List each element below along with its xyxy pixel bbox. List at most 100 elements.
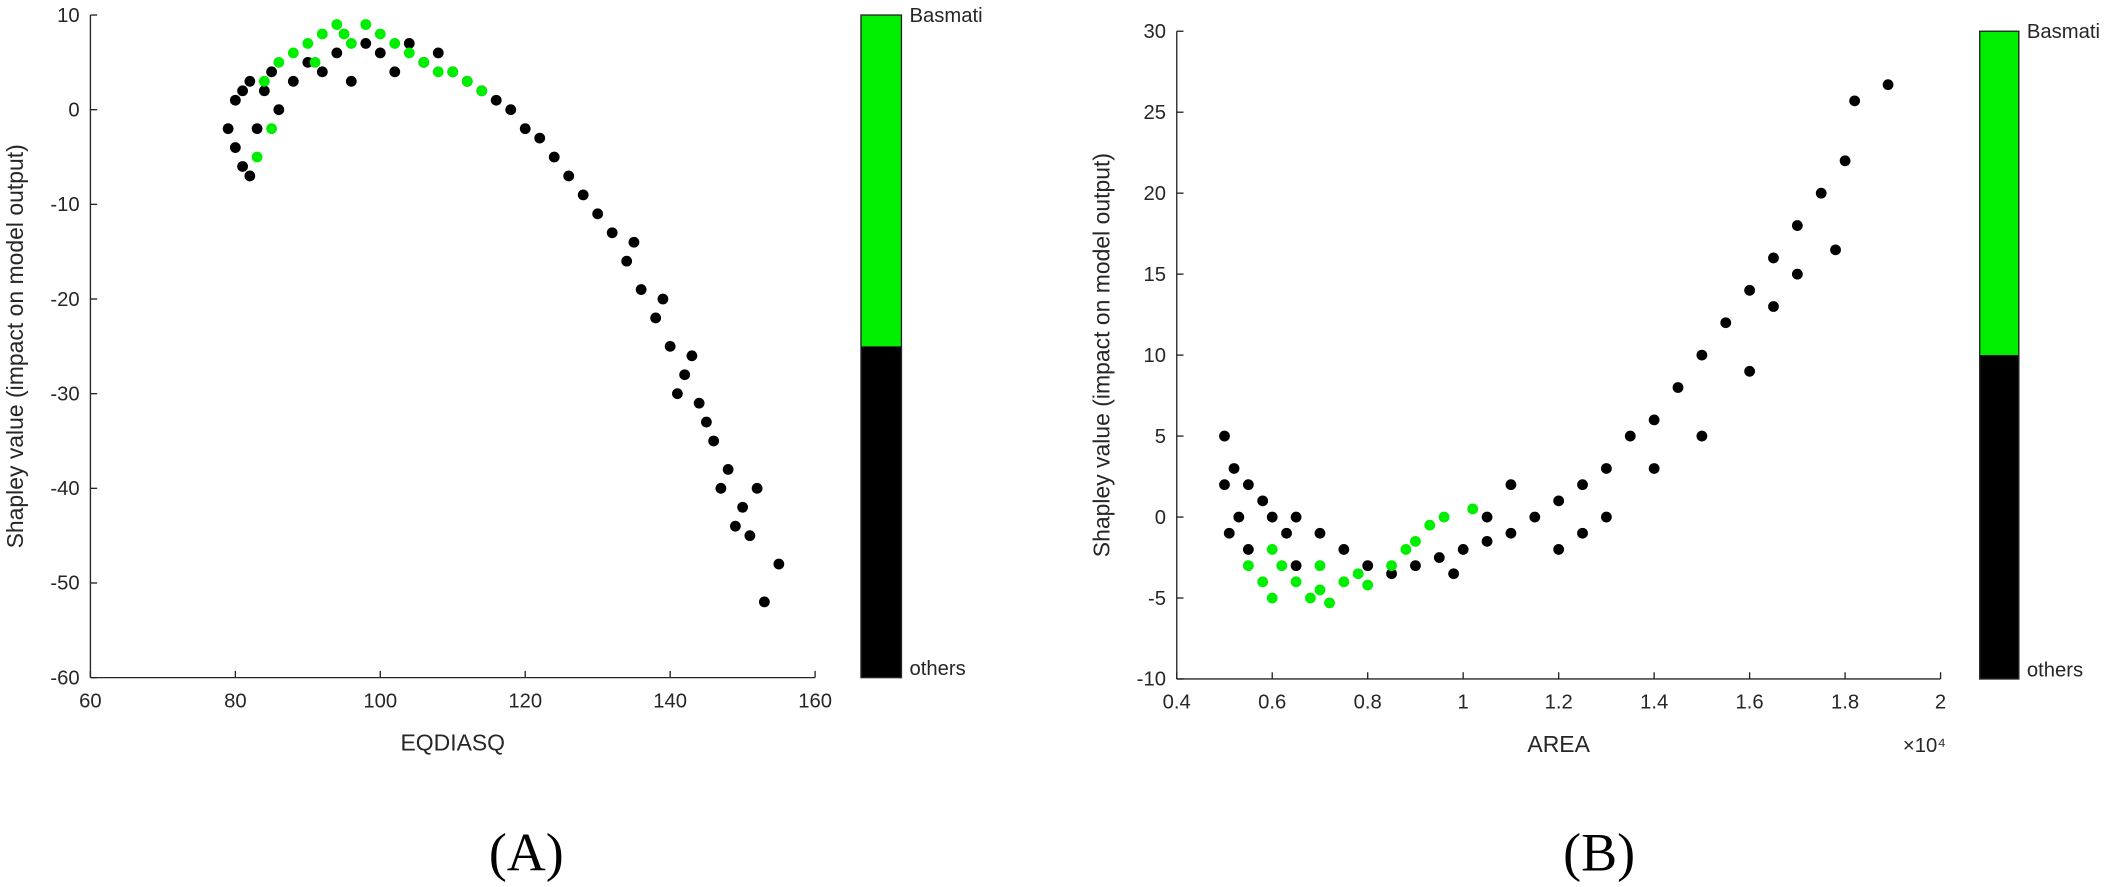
point [1228, 463, 1240, 474]
point [1266, 511, 1278, 523]
y-tick-label: 25 [1143, 102, 1166, 124]
x-tick-label: 160 [798, 690, 832, 712]
point [1467, 503, 1479, 515]
point [360, 19, 372, 30]
point [244, 75, 256, 87]
x-tick-label: 120 [508, 690, 542, 712]
point [302, 38, 314, 49]
y-tick-label: -20 [50, 289, 79, 311]
point [628, 236, 640, 248]
point [1791, 268, 1803, 280]
y-tick-label: 15 [1143, 264, 1166, 286]
point [1338, 544, 1350, 555]
point [389, 66, 401, 78]
colorbar-segment [860, 346, 902, 678]
point [1338, 576, 1350, 588]
point [686, 350, 698, 362]
point [1744, 284, 1756, 296]
y-axis-label: Shapley value (impact on model output) [2, 144, 28, 548]
x-axis-label: EQDIASQ [400, 730, 505, 756]
point [1505, 527, 1517, 539]
colorbar-segment [1979, 31, 2019, 356]
point [287, 75, 299, 87]
plot-area [90, 15, 816, 678]
point [1696, 430, 1708, 442]
point [258, 75, 270, 87]
point [345, 38, 357, 49]
point [1219, 479, 1230, 491]
point [1410, 535, 1421, 547]
point [1242, 560, 1254, 572]
point [548, 151, 560, 163]
caption: (A) [489, 823, 564, 883]
point [1314, 584, 1326, 596]
x-tick-label: 140 [653, 690, 687, 712]
point [1577, 527, 1588, 539]
point [1830, 244, 1841, 256]
point [229, 142, 241, 153]
point [1553, 544, 1565, 555]
point [237, 85, 248, 97]
x-tick-label: 0.4 [1163, 692, 1191, 714]
point [1410, 560, 1421, 572]
colorbar-segment [860, 15, 902, 347]
point [403, 38, 415, 49]
point [737, 501, 749, 513]
point [1624, 430, 1636, 442]
point [1601, 463, 1612, 474]
point [1457, 544, 1469, 555]
y-tick-label: -5 [1148, 588, 1166, 610]
point [1281, 527, 1292, 539]
y-tick-label: 0 [68, 99, 79, 121]
x-tick-label: 0.6 [1258, 692, 1286, 714]
legend-label: others [910, 658, 966, 680]
point [1266, 592, 1278, 604]
point [316, 28, 328, 40]
point [1305, 592, 1316, 604]
point [1438, 511, 1450, 523]
colorbar-frame [860, 14, 903, 679]
point [664, 340, 676, 352]
point [693, 397, 705, 409]
point [1815, 187, 1827, 199]
x-tick-label: 1.2 [1545, 692, 1573, 714]
point [1386, 560, 1397, 572]
y-tick-label: -60 [50, 667, 79, 689]
point [751, 482, 763, 494]
y-tick-label: -10 [50, 194, 79, 216]
point [1505, 479, 1517, 491]
point [650, 312, 662, 324]
point [447, 66, 459, 78]
point [1696, 349, 1708, 361]
point [1257, 495, 1269, 507]
point [1233, 511, 1245, 523]
y-tick-label: -40 [50, 478, 79, 500]
point [708, 435, 720, 447]
x-tick-label: 1.4 [1640, 692, 1668, 714]
point [461, 75, 473, 87]
point [374, 28, 386, 40]
plot-area [1176, 31, 1941, 679]
point [592, 208, 604, 220]
point [1553, 495, 1565, 507]
point [374, 47, 386, 59]
point [1242, 479, 1254, 491]
point [1242, 544, 1254, 555]
point [1791, 220, 1803, 231]
point [476, 85, 488, 97]
point [1768, 301, 1779, 312]
x-tick-label: 2 [1935, 692, 1946, 714]
point [1219, 430, 1230, 442]
point [1314, 560, 1326, 572]
point [244, 170, 256, 182]
point [389, 38, 401, 49]
point [744, 530, 756, 542]
point [273, 104, 285, 116]
point [1290, 576, 1302, 588]
point [490, 94, 502, 106]
point [1266, 544, 1278, 555]
point [266, 66, 277, 78]
point [222, 123, 234, 135]
point [1290, 511, 1302, 523]
